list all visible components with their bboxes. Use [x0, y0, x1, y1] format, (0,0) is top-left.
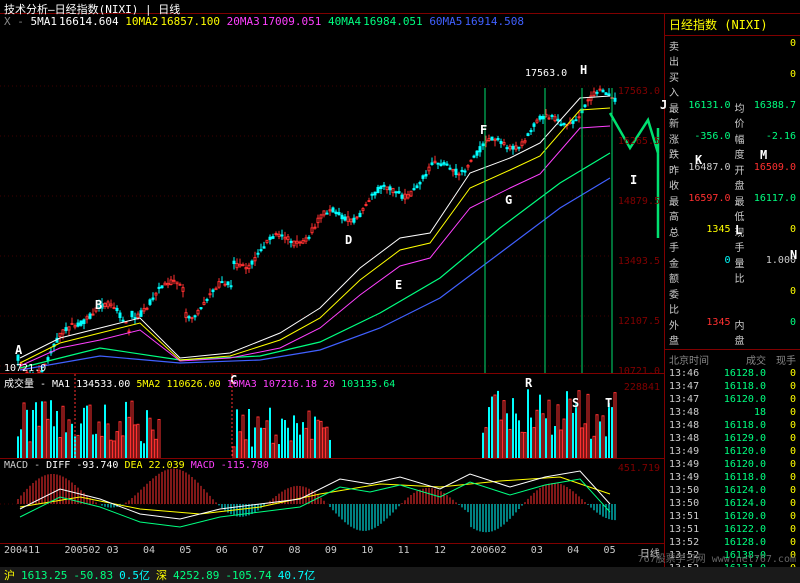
tick-row: 13:4916120.00	[665, 445, 800, 458]
quote-panel: 日经指数 (NIXI) 卖出0买入0最新16131.0均价16388.7涨跌-3…	[665, 14, 800, 569]
quote-grid: 卖出0买入0最新16131.0均价16388.7涨跌-356.0幅度-2.16昨…	[665, 36, 800, 349]
status-bar: 沪 1613.25 -50.83 0.5亿深 4252.89 -105.74 40.7亿	[0, 567, 800, 583]
wave-label-D: D	[345, 233, 352, 247]
macd-legend: MACD - DIFF -93.740 DEA 22.039 MACD -115…	[4, 460, 269, 471]
time-axis: 200411200502 030405060708091011122006020…	[0, 543, 664, 561]
status-item: 深	[156, 567, 167, 583]
vol-label-R: R	[525, 376, 532, 390]
status-item: 4252.89	[173, 569, 219, 582]
wave-label-N: N	[790, 248, 797, 262]
wave-label-E: E	[395, 278, 402, 292]
status-item: -105.74	[225, 569, 271, 582]
window-title: 技术分析—日经指数(NIXI) | 日线	[0, 0, 800, 14]
ma-legend: X - 5MA116614.604 10MA216857.100 20MA317…	[0, 14, 664, 28]
volume-legend: 成交量 - MA1 134533.00 5MA2 110626.00 10MA3…	[4, 375, 395, 390]
chart-column: X - 5MA116614.604 10MA216857.100 20MA317…	[0, 14, 665, 569]
price-chart[interactable]: 17563.010721.0 17563.016265.514879.51349…	[0, 28, 664, 373]
tick-row: 13:5116122.00	[665, 523, 800, 536]
tick-row: 13:4816118.00	[665, 419, 800, 432]
main-area: X - 5MA116614.604 10MA216857.100 20MA317…	[0, 14, 800, 569]
status-item: 1613.25	[21, 569, 67, 582]
vol-label-S: S	[572, 396, 579, 410]
status-item: 沪	[4, 567, 15, 583]
wave-label-K: K	[695, 153, 702, 167]
quote-title: 日经指数 (NIXI)	[665, 14, 800, 36]
volume-chart[interactable]: 成交量 - MA1 134533.00 5MA2 110626.00 10MA3…	[0, 373, 664, 458]
tick-row: 13:4716118.00	[665, 380, 800, 393]
svg-text:10721.0: 10721.0	[4, 363, 46, 373]
tick-row: 13:4916118.00	[665, 471, 800, 484]
tick-row: 13:4716120.00	[665, 393, 800, 406]
wave-label-J: J	[660, 98, 667, 112]
status-item: 0.5亿	[119, 567, 150, 583]
svg-text:17563.0: 17563.0	[525, 68, 567, 79]
wave-label-I: I	[630, 173, 637, 187]
tick-row: 13:5216128.00	[665, 536, 800, 549]
tick-row: 13:5016124.00	[665, 497, 800, 510]
wave-label-A: A	[15, 343, 22, 357]
tick-row: 13:4916120.00	[665, 458, 800, 471]
macd-chart[interactable]: MACD - DIFF -93.740 DEA 22.039 MACD -115…	[0, 458, 664, 543]
tick-header: 北京时间 成交 现手	[665, 352, 800, 367]
wave-label-L: L	[735, 223, 742, 237]
tick-row: 13:4616128.00	[665, 367, 800, 380]
watermark: 767股票学习网 www.net767.com	[638, 550, 796, 565]
wave-label-B: B	[95, 298, 102, 312]
wave-label-G: G	[505, 193, 512, 207]
vol-label-T: T	[605, 396, 612, 410]
wave-label-H: H	[580, 63, 587, 77]
tick-row: 13:48180	[665, 406, 800, 419]
wave-label-M: M	[760, 148, 767, 162]
tick-row: 13:5116120.00	[665, 510, 800, 523]
tick-row: 13:4816129.00	[665, 432, 800, 445]
status-item: 40.7亿	[278, 567, 316, 583]
tick-table[interactable]: 北京时间 成交 现手 13:4616128.0013:4716118.0013:…	[665, 349, 800, 569]
wave-label-F: F	[480, 123, 487, 137]
status-item: -50.83	[73, 569, 113, 582]
tick-row: 13:5016124.00	[665, 484, 800, 497]
